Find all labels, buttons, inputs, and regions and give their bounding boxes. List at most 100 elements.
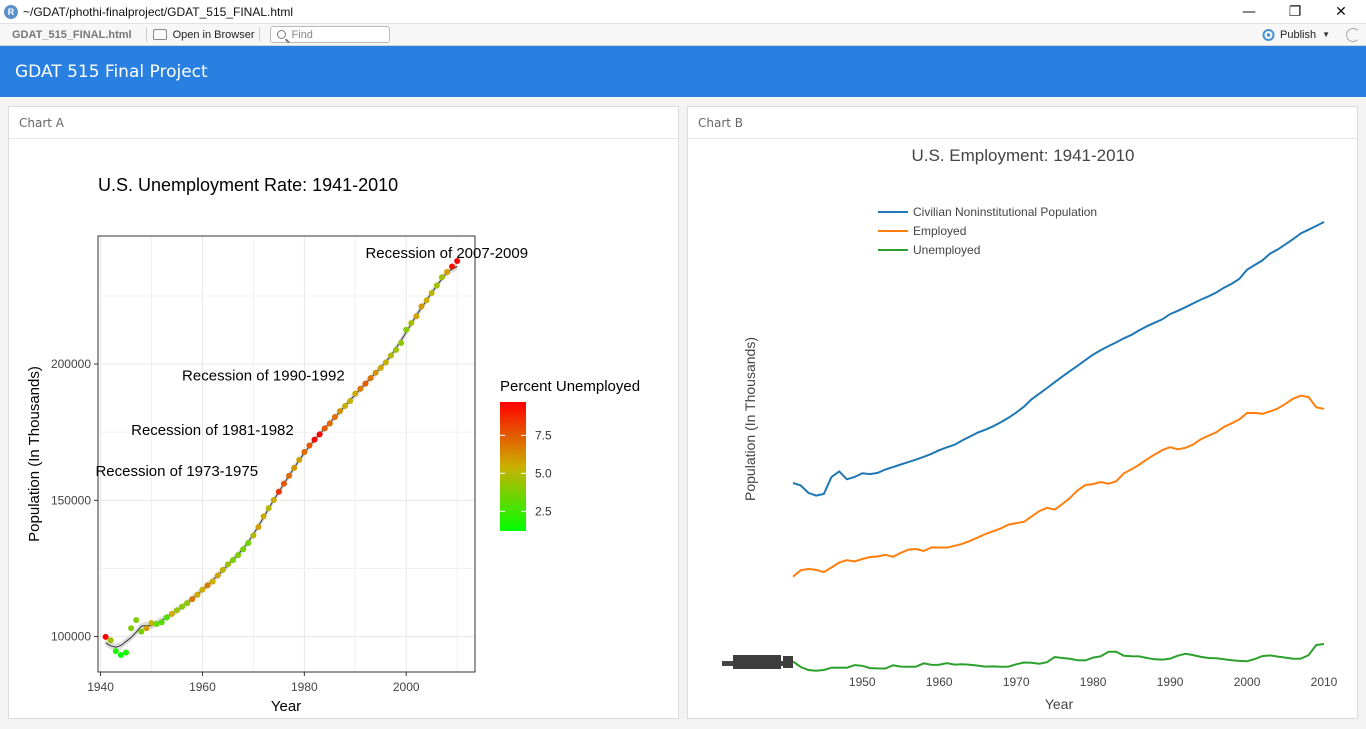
chart-a-point — [224, 561, 231, 568]
chart-b-legend[interactable]: Civilian Noninstitutional Population Empl… — [878, 205, 1097, 257]
open-in-browser-icon — [152, 29, 167, 40]
chart-a-point — [214, 572, 221, 579]
chart-a-x-tick-label: 1960 — [189, 680, 216, 694]
chart-b-series-line — [792, 643, 1325, 672]
chart-a-point — [173, 607, 180, 614]
r-logo-icon: R — [4, 4, 18, 19]
chart-a-point — [260, 513, 267, 520]
chart-a-point — [255, 523, 262, 530]
chart-a-y-tick-label: 200000 — [51, 357, 91, 371]
chart-a-point — [321, 425, 328, 432]
chart-a-point — [403, 326, 410, 333]
chart-a-point — [331, 413, 338, 420]
chart-a-x-tick-label: 1980 — [291, 680, 318, 694]
chart-b-x-tick-label: 1970 — [1003, 675, 1030, 689]
chart-a-point — [143, 625, 150, 632]
chart-b-title: U.S. Employment: 1941-2010 — [911, 146, 1134, 165]
close-button[interactable]: ✕ — [1335, 3, 1347, 20]
minimize-button[interactable]: — — [1242, 3, 1256, 20]
chart-a-y-axis-label: Population (In Thousands) — [26, 366, 43, 542]
publish-label: Publish — [1280, 28, 1317, 41]
search-icon — [276, 30, 286, 39]
chart-a-x-ticks: 1940 1960 1980 2000 — [87, 672, 420, 694]
chart-b-x-ticks: 1950 1960 1970 1980 1990 2000 2010 — [849, 675, 1338, 689]
find-input[interactable]: Find — [269, 26, 390, 43]
chart-b-plot: U.S. Employment: 1941-2010 Civilian Noni… — [722, 146, 1338, 712]
chart-a-point — [133, 617, 140, 624]
chart-b-x-tick-label: 2000 — [1234, 675, 1261, 689]
chart-a-point — [204, 582, 211, 589]
page-title: GDAT 515 Final Project — [15, 62, 208, 82]
chart-a-point — [163, 614, 170, 621]
open-in-browser-button[interactable]: Open in Browser — [152, 29, 255, 41]
chart-a-point — [357, 385, 364, 392]
chart-b-y-axis-label: Population (In Thousands) — [742, 337, 758, 501]
chart-a-legend-colorbar — [500, 402, 526, 531]
chart-a-point — [280, 480, 287, 487]
chart-a-point — [433, 282, 440, 289]
chart-b-x-tick-label: 1990 — [1157, 675, 1184, 689]
chart-a-point — [398, 339, 405, 346]
chart-a-legend-tick-label: 2.5 — [535, 504, 552, 518]
chart-a-point — [158, 619, 165, 626]
chart-a-x-axis-label: Year — [271, 698, 301, 715]
chart-a-smooth-band — [105, 262, 458, 651]
chart-b-range-slider[interactable] — [722, 655, 793, 669]
chart-b-panel: Chart B U.S. Employment: 1941-2010 Civil… — [687, 106, 1358, 719]
chart-b-range-slider-handle[interactable] — [783, 656, 793, 668]
chart-a-point — [296, 456, 303, 463]
chart-a-point — [352, 390, 359, 397]
chart-a-point — [362, 380, 369, 387]
chart-a-point — [306, 442, 313, 449]
chart-a-point — [316, 431, 323, 438]
chart-a-y-tick-label: 150000 — [51, 493, 91, 507]
refresh-icon[interactable] — [1346, 27, 1360, 42]
chart-a-point — [428, 290, 435, 297]
chart-a-point — [112, 648, 119, 655]
chart-b-legend-label[interactable]: Unemployed — [913, 243, 980, 257]
chart-a-point — [117, 652, 124, 659]
chart-b-range-slider-handle[interactable] — [733, 655, 781, 669]
chart-a-point — [250, 532, 257, 539]
restore-button[interactable]: ❐ — [1288, 3, 1302, 20]
toolbar-divider — [145, 27, 147, 42]
chart-b-lines — [792, 221, 1325, 672]
chart-a-point — [291, 464, 298, 471]
chart-a-point — [179, 603, 186, 610]
chart-b-label: Chart B — [698, 115, 744, 130]
chevron-down-icon[interactable]: ▼ — [1322, 30, 1330, 39]
chart-a-point — [454, 257, 461, 264]
chart-a-points — [102, 257, 461, 659]
chart-a-smooth-layer — [105, 262, 458, 651]
chart-a-x-tick-label: 1940 — [87, 680, 114, 694]
find-placeholder: Find — [291, 28, 313, 41]
chart-a-y-ticks: 100000 150000 200000 — [51, 357, 98, 644]
chart-a-point — [107, 637, 114, 644]
chart-a-point — [138, 628, 145, 635]
chart-a-label: Chart A — [19, 115, 64, 130]
chart-a-point — [102, 633, 109, 640]
chart-a-point — [286, 472, 293, 479]
chart-a-point — [123, 649, 130, 656]
window-title: ~/GDAT/phothi-finalproject/GDAT_515_FINA… — [23, 4, 293, 19]
chart-a-plot: U.S. Unemployment Rate: 1941-2010 Recess… — [26, 175, 640, 715]
chart-a-annotation: Recession of 2007-2009 — [365, 245, 528, 262]
chart-a-annotation: Recession of 1990-1992 — [182, 367, 345, 384]
chart-b-legend-label[interactable]: Civilian Noninstitutional Population — [913, 205, 1097, 219]
chart-a-legend-tick-label: 7.5 — [535, 428, 552, 442]
chart-a-header: Chart A — [9, 107, 678, 139]
chart-a-point — [128, 625, 135, 632]
publish-button[interactable]: Publish ▼ — [1261, 28, 1330, 41]
chart-a-point — [153, 620, 160, 627]
chart-a-point — [235, 552, 242, 559]
chart-b-x-axis-label: Year — [1045, 696, 1074, 712]
chart-a-plot-frame — [97, 235, 476, 673]
chart-a-point — [382, 359, 389, 366]
chart-a-point — [311, 436, 318, 443]
chart-a-point — [438, 274, 445, 281]
chart-a-point — [184, 600, 191, 607]
chart-b-legend-label[interactable]: Employed — [913, 224, 966, 238]
chart-b-series-line — [792, 394, 1325, 578]
chart-a-point — [347, 398, 354, 405]
chart-a-point — [245, 540, 252, 547]
